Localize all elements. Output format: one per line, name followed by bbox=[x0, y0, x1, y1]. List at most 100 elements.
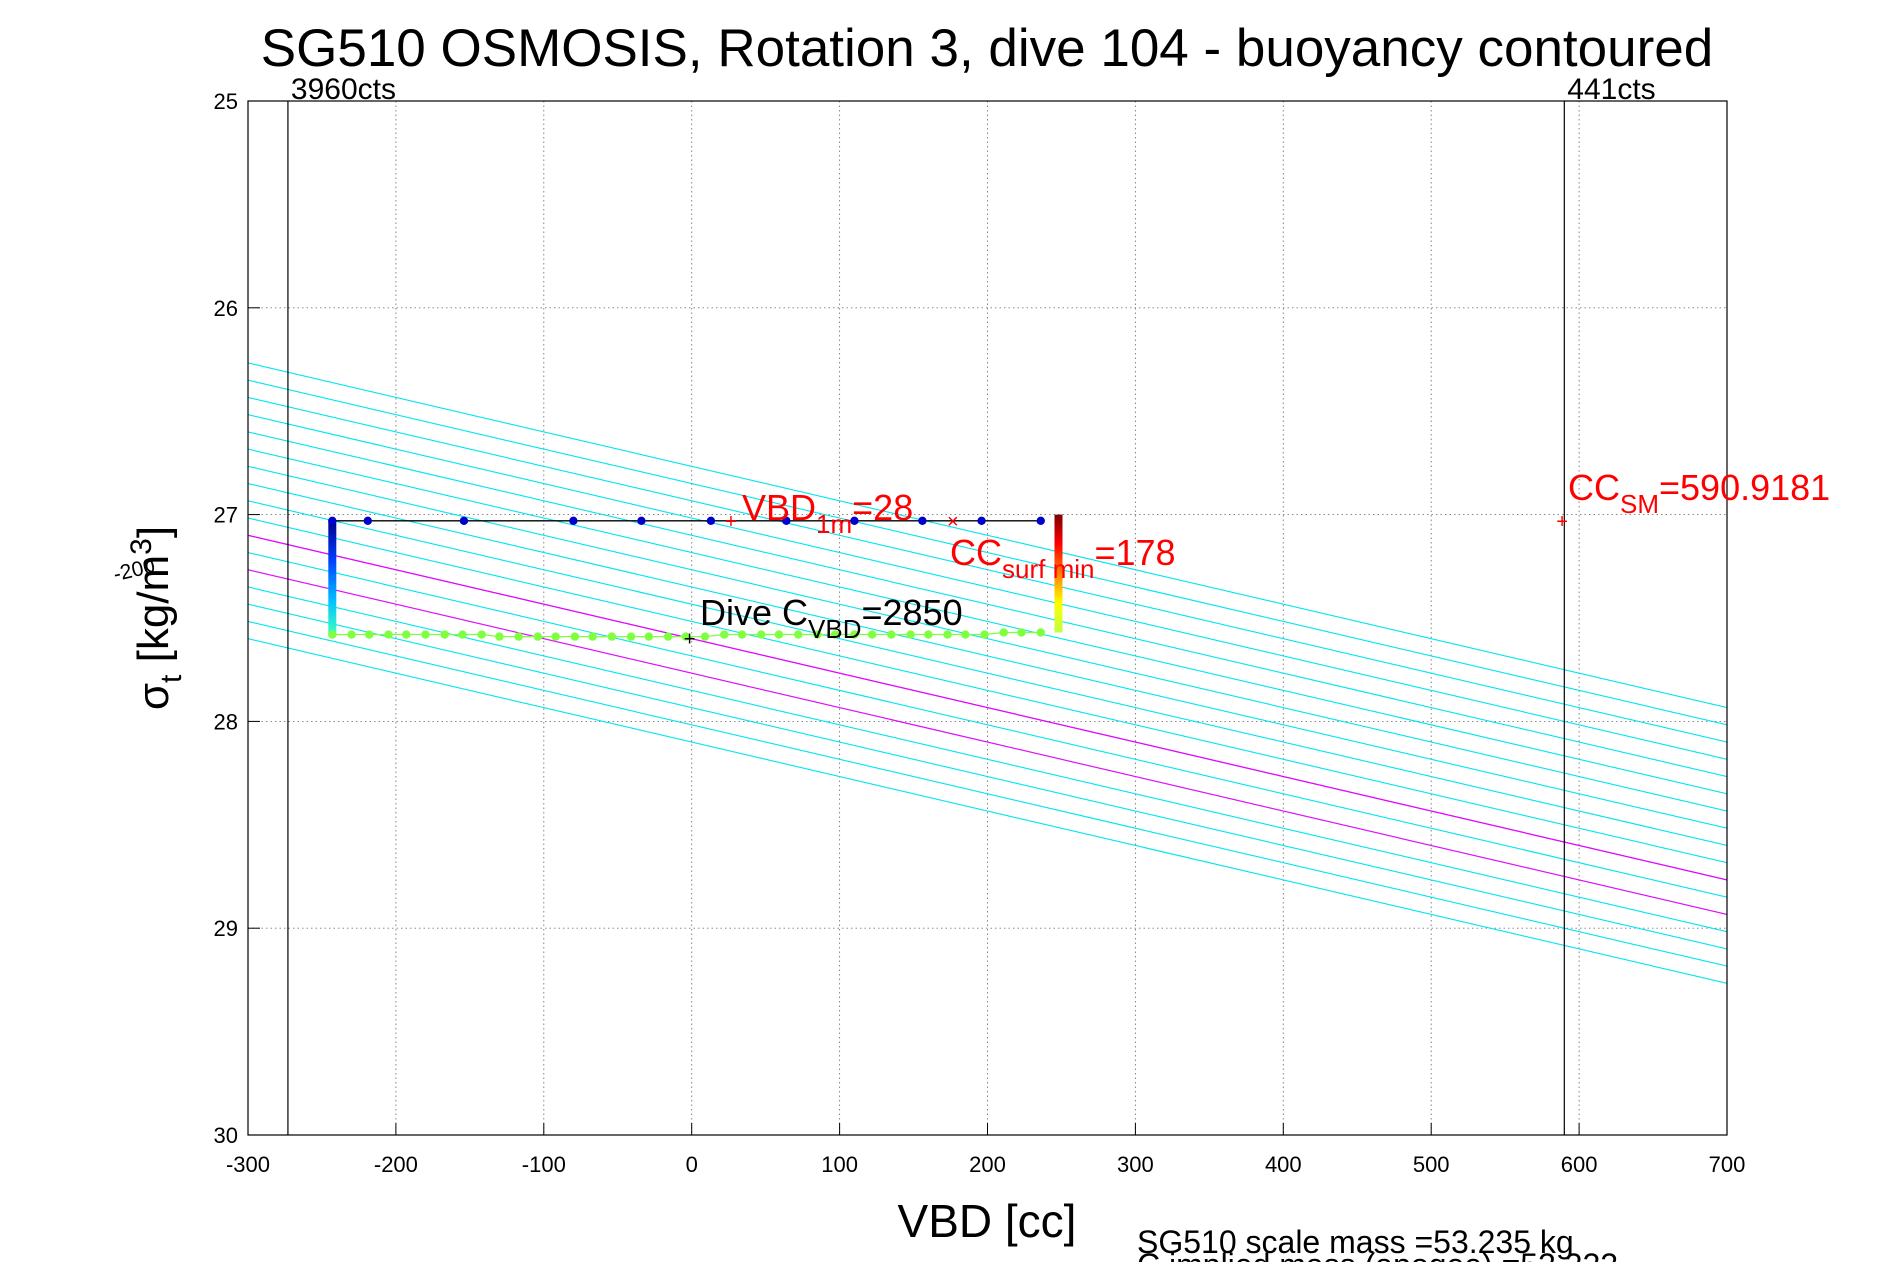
data-point bbox=[700, 632, 710, 641]
data-point bbox=[363, 516, 372, 526]
x-tick-label: 300 bbox=[1117, 1152, 1154, 1177]
contour-line bbox=[248, 551, 1727, 898]
data-point bbox=[365, 630, 374, 639]
contour-line bbox=[248, 414, 1727, 760]
contour-line bbox=[248, 431, 1727, 778]
annotation-sub: VBD bbox=[808, 614, 861, 644]
data-point bbox=[495, 632, 504, 641]
data-point bbox=[588, 632, 597, 641]
footer-line-1: SG510 scale mass =53.235 kg bbox=[1137, 1224, 1574, 1260]
x-tick-label: 600 bbox=[1561, 1152, 1598, 1177]
footer-notes: SG510 scale mass =53.235 kgC implied mas… bbox=[1137, 1224, 1618, 1262]
annotation-tail: =178 bbox=[1094, 532, 1175, 573]
y-label-base: σ bbox=[129, 683, 178, 710]
annotation-base: CC bbox=[950, 532, 1002, 573]
y-axis-label: σt [kg/m3] bbox=[125, 526, 188, 710]
axis-ticks: -300 -200 -100 0 100 200 300 400 500 600 700 25 26 27… bbox=[214, 89, 1746, 1177]
annotation-base: CC bbox=[1568, 467, 1620, 508]
annotation-tail: =2850 bbox=[862, 592, 963, 633]
contour-line bbox=[248, 465, 1727, 812]
ascent-bar bbox=[1054, 514, 1063, 633]
data-point bbox=[644, 632, 654, 641]
data-point bbox=[793, 630, 803, 639]
annotation-label: CCSM=590.9181 bbox=[1568, 467, 1830, 519]
data-point bbox=[663, 632, 673, 641]
data-point bbox=[977, 516, 986, 526]
highlight-contour-line bbox=[248, 569, 1727, 915]
data-point bbox=[328, 516, 337, 526]
y-tick-label: 29 bbox=[214, 916, 238, 941]
data-point bbox=[887, 630, 896, 639]
x-tick-label: -100 bbox=[522, 1152, 566, 1177]
contour-line bbox=[248, 362, 1727, 709]
data-point bbox=[637, 516, 646, 526]
data-point bbox=[867, 630, 877, 639]
data-point bbox=[774, 630, 784, 639]
data-point bbox=[720, 630, 729, 639]
data-point bbox=[459, 516, 469, 526]
data-point bbox=[980, 630, 989, 639]
data-point bbox=[328, 630, 337, 639]
y-label-end: ] bbox=[129, 526, 178, 538]
annotation-marker: + bbox=[684, 629, 696, 651]
data-point bbox=[551, 632, 560, 641]
annotation-sub: SM bbox=[1620, 489, 1659, 519]
y-label-main: [kg/m bbox=[129, 555, 178, 675]
data-series bbox=[328, 516, 1045, 641]
data-point bbox=[757, 630, 766, 639]
data-point bbox=[782, 516, 791, 526]
data-point bbox=[737, 630, 747, 639]
data-point bbox=[347, 630, 356, 639]
data-point bbox=[514, 632, 523, 641]
annotation-label: VBD1m=28 bbox=[742, 487, 913, 539]
annotation-label: CCsurf min=178 bbox=[950, 532, 1176, 584]
annotation-tail: =590.9181 bbox=[1659, 467, 1830, 508]
contour-line bbox=[248, 379, 1727, 726]
annotation-sub: surf min bbox=[1002, 554, 1094, 584]
y-tick-label: 30 bbox=[214, 1123, 238, 1148]
data-point bbox=[421, 630, 430, 639]
contour-line bbox=[248, 517, 1727, 864]
x-tick-label: -300 bbox=[226, 1152, 270, 1177]
x-axis-label: VBD [cc] bbox=[898, 1195, 1077, 1247]
y-tick-label: 26 bbox=[214, 296, 238, 321]
data-point bbox=[1017, 628, 1026, 637]
contour-line bbox=[248, 586, 1727, 933]
x-tick-label: 700 bbox=[1709, 1152, 1746, 1177]
data-point bbox=[458, 630, 467, 639]
annotation-base: Dive C bbox=[700, 592, 808, 633]
data-point bbox=[924, 630, 933, 639]
data-point bbox=[813, 630, 822, 639]
x-tick-label: 200 bbox=[969, 1152, 1006, 1177]
data-point bbox=[850, 630, 859, 639]
data-point bbox=[477, 630, 486, 639]
svg-text:σt [kg/m3]: σt [kg/m3] bbox=[125, 526, 188, 710]
y-label-sup: 3 bbox=[125, 538, 158, 555]
data-point bbox=[1036, 516, 1045, 526]
x-tick-label: 0 bbox=[686, 1152, 698, 1177]
data-point bbox=[626, 632, 636, 641]
annotation-marker: × bbox=[947, 511, 959, 533]
annotation-label: Dive CVBD=2850 bbox=[700, 592, 963, 644]
x-tick-label: 500 bbox=[1413, 1152, 1450, 1177]
annotations: + VBD1m=28 ×CCsurf min=178+Dive CVBD=2850+… bbox=[684, 467, 1830, 651]
data-point bbox=[607, 632, 617, 641]
data-point bbox=[918, 516, 927, 526]
highlight-contour-line bbox=[248, 534, 1727, 881]
annotation-base: VBD bbox=[742, 487, 816, 528]
data-point bbox=[943, 630, 952, 639]
buoyancy-contours bbox=[248, 362, 1727, 984]
vertical-transition-bars bbox=[328, 514, 1063, 635]
data-point bbox=[570, 632, 580, 641]
contour-line bbox=[248, 620, 1727, 967]
descent-bar bbox=[328, 520, 337, 635]
x-tick-label: -200 bbox=[374, 1152, 418, 1177]
x-tick-label: 400 bbox=[1265, 1152, 1302, 1177]
annotation-sub: 1m bbox=[816, 509, 852, 539]
y-tick-label: 25 bbox=[214, 89, 238, 114]
data-point bbox=[402, 630, 411, 639]
data-point bbox=[830, 630, 840, 639]
contour-line bbox=[248, 603, 1727, 950]
contour-line bbox=[248, 483, 1727, 829]
